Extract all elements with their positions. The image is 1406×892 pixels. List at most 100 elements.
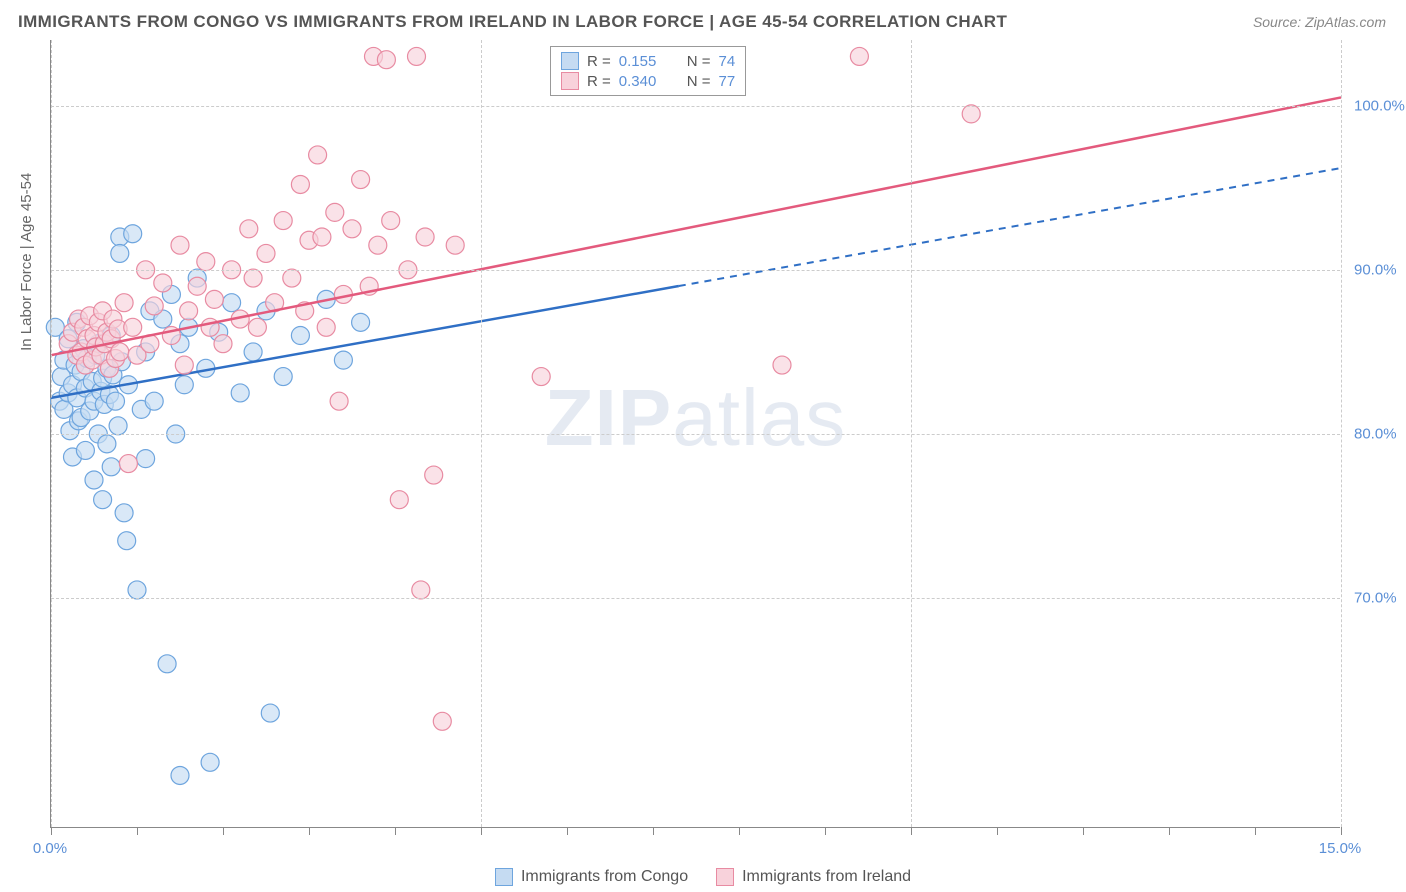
data-point [446,236,464,254]
regression-line-dashed [679,168,1341,286]
data-point [291,327,309,345]
data-point [94,491,112,509]
data-point [352,313,370,331]
legend-series-label: Immigrants from Ireland [742,868,911,886]
y-tick-label: 90.0% [1354,261,1394,278]
gridline-vertical [1341,40,1342,827]
data-point [416,228,434,246]
data-point [180,302,198,320]
data-point [175,376,193,394]
legend-series-label: Immigrants from Congo [521,868,688,886]
legend-n-label: N = [687,53,711,70]
data-point [240,220,258,238]
data-point [124,318,142,336]
data-point [102,458,120,476]
gridline-horizontal [51,434,1340,435]
data-point [128,581,146,599]
legend-correlation-row: R = 0.155 N = 74 [561,51,735,71]
x-tick [1341,827,1342,835]
data-point [145,297,163,315]
y-tick-label: 100.0% [1354,97,1394,114]
data-point [109,417,127,435]
x-tick [567,827,568,835]
gridline-vertical [911,40,912,827]
legend-r-label: R = [587,53,611,70]
data-point [171,236,189,254]
x-tick [653,827,654,835]
data-point [334,351,352,369]
data-point [115,294,133,312]
data-point [326,203,344,221]
x-tick-label: 15.0% [1319,840,1362,857]
data-point [76,441,94,459]
data-point [158,655,176,673]
x-tick [1083,827,1084,835]
legend-swatch [561,52,579,70]
legend-r-label: R = [587,73,611,90]
data-point [377,51,395,69]
data-point [197,253,215,271]
legend-r-value: 0.155 [619,53,669,70]
data-point [412,581,430,599]
data-point [111,244,129,262]
x-tick-label: 0.0% [33,840,67,857]
x-tick [1169,827,1170,835]
plot-area: ZIPatlas [50,40,1340,828]
legend-r-value: 0.340 [619,73,669,90]
correlation-legend: R =0.155N =74R =0.340N =77 [550,46,746,96]
gridline-vertical [51,40,52,827]
data-point [313,228,331,246]
data-point [962,105,980,123]
data-point [369,236,387,254]
source-label: Source: ZipAtlas.com [1253,14,1386,30]
data-point [98,435,116,453]
x-tick [739,827,740,835]
y-axis-label: In Labor Force | Age 45-54 [18,173,35,351]
chart-container: IMMIGRANTS FROM CONGO VS IMMIGRANTS FROM… [0,0,1406,892]
data-point [119,455,137,473]
data-point [382,212,400,230]
data-point [175,356,193,374]
data-point [244,343,262,361]
data-point [330,392,348,410]
data-point [145,392,163,410]
chart-title: IMMIGRANTS FROM CONGO VS IMMIGRANTS FROM… [18,12,1007,32]
data-point [205,290,223,308]
data-point [111,343,129,361]
gridline-horizontal [51,598,1340,599]
data-point [257,244,275,262]
x-tick [395,827,396,835]
data-point [773,356,791,374]
data-point [352,171,370,189]
gridline-horizontal [51,106,1340,107]
data-point [244,269,262,287]
x-tick [1255,827,1256,835]
data-point [248,318,266,336]
data-point [85,471,103,489]
legend-swatch [561,72,579,90]
data-point [532,368,550,386]
legend-n-value: 77 [719,73,736,90]
data-point [291,175,309,193]
x-tick [223,827,224,835]
data-point [154,274,172,292]
legend-correlation-row: R =0.340N =77 [561,71,735,91]
x-tick [825,827,826,835]
legend-n-value: 74 [719,53,736,70]
x-tick [309,827,310,835]
y-tick-label: 70.0% [1354,590,1394,607]
data-point [408,47,426,65]
legend-series-item: Immigrants from Congo [495,868,688,886]
x-tick [911,827,912,835]
data-point [214,335,232,353]
data-point [137,450,155,468]
gridline-vertical [481,40,482,827]
data-point [124,225,142,243]
data-point [201,753,219,771]
data-point [274,368,292,386]
legend-swatch [495,868,513,886]
series-legend: Immigrants from Congo Immigrants from Ire… [0,868,1406,886]
data-point [223,294,241,312]
data-point [425,466,443,484]
data-point [171,766,189,784]
